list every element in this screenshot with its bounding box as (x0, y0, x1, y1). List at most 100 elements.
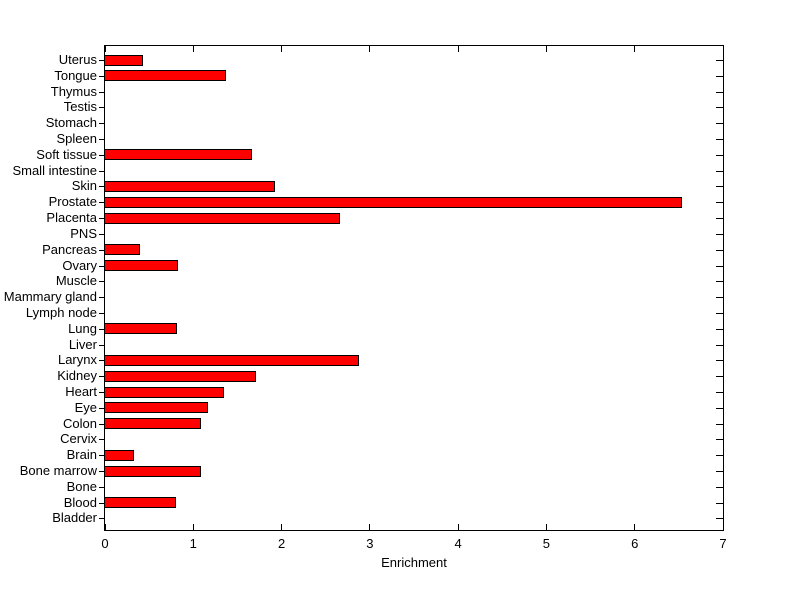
bar-heart (104, 386, 225, 398)
xtick-top-6 (634, 46, 636, 52)
ytick-label-pns: PNS (70, 225, 97, 241)
ytick-right-bladder (716, 518, 723, 520)
ytick-right-uterus (716, 60, 723, 61)
ytick-left-tongue (99, 75, 104, 77)
ytick-label-placenta: Placenta (46, 210, 97, 226)
xtick-label-0: 0 (101, 536, 109, 551)
ytick-label-skin: Skin (71, 178, 97, 194)
ytick-left-lymph-node (99, 312, 104, 314)
xtick-bottom-1 (192, 524, 194, 530)
bar-skin (104, 180, 275, 192)
xtick-label-3: 3 (366, 536, 374, 551)
ytick-right-testis (716, 107, 723, 109)
ytick-label-lymph-node: Lymph node (25, 304, 97, 320)
ytick-right-soft-tissue (716, 154, 723, 156)
ytick-left-ovary (99, 265, 104, 267)
ytick-left-bone (99, 486, 104, 488)
ytick-label-bladder: Bladder (52, 510, 97, 526)
ytick-right-small-intestine (716, 170, 723, 172)
ytick-right-bone-marrow (716, 471, 723, 473)
ytick-right-colon (716, 423, 723, 425)
ytick-left-soft-tissue (99, 154, 104, 156)
ytick-left-stomach (99, 123, 104, 125)
ytick-right-spleen (716, 139, 723, 141)
ytick-label-stomach: Stomach (45, 115, 97, 131)
xtick-bottom-4 (457, 524, 459, 530)
ytick-label-spleen: Spleen (56, 131, 97, 147)
bar-ovary (104, 260, 179, 272)
xtick-label-5: 5 (542, 536, 551, 551)
ytick-label-brain: Brain (66, 447, 97, 463)
ytick-label-cervix: Cervix (60, 431, 97, 447)
ytick-right-skin (716, 186, 723, 188)
ytick-right-pancreas (716, 249, 723, 251)
ytick-left-thymus (99, 91, 104, 93)
ytick-right-cervix (716, 439, 723, 441)
ytick-label-uterus: Uterus (58, 52, 97, 67)
ytick-left-heart (99, 392, 104, 393)
xtick-top-1 (192, 46, 194, 52)
ytick-label-ovary: Ovary (62, 257, 97, 273)
ytick-label-lung: Lung (68, 320, 97, 336)
ytick-right-pns (716, 233, 723, 235)
ytick-label-colon: Colon (63, 415, 97, 431)
ytick-left-muscle (99, 281, 104, 283)
xtick-top-5 (545, 46, 547, 52)
plot-area (99, 45, 724, 531)
ytick-right-liver (716, 344, 723, 346)
xtick-bottom-3 (369, 524, 371, 530)
ytick-left-spleen (99, 139, 104, 141)
xtick-label-2: 2 (277, 536, 286, 551)
ytick-right-ovary (716, 265, 723, 267)
ytick-left-brain (99, 455, 104, 457)
bar-soft-tissue (104, 149, 252, 161)
bar-eye (104, 402, 209, 414)
ytick-left-larynx (99, 360, 104, 362)
ytick-label-kidney: Kidney (57, 368, 97, 384)
ytick-left-pns (99, 233, 104, 235)
xtick-top-3 (369, 46, 371, 52)
ytick-left-mammary-gland (99, 297, 104, 299)
ytick-left-small-intestine (99, 170, 104, 172)
bar-larynx (104, 354, 360, 366)
ytick-label-eye: Eye (74, 399, 97, 415)
ytick-label-tongue: Tongue (54, 67, 97, 83)
xtick-top-2 (281, 46, 283, 52)
ytick-right-brain (716, 455, 723, 457)
ytick-left-prostate (99, 202, 104, 204)
ytick-left-placenta (99, 218, 104, 220)
bar-tongue (104, 70, 226, 82)
bar-blood (104, 497, 176, 509)
bar-lung (104, 323, 178, 335)
ytick-right-bone (716, 486, 723, 488)
bar-brain (104, 449, 135, 461)
ytick-label-small-intestine: Small intestine (12, 162, 97, 178)
xtick-top-0 (104, 46, 106, 52)
bar-kidney (104, 370, 256, 382)
ytick-left-liver (99, 344, 104, 346)
ytick-label-heart: Heart (65, 384, 97, 399)
ytick-right-larynx (716, 360, 723, 362)
ytick-label-mammary-gland: Mammary gland (3, 289, 97, 305)
ytick-right-kidney (716, 376, 723, 378)
xtick-bottom-6 (634, 524, 636, 530)
bar-placenta (104, 212, 340, 224)
xtick-top-7 (722, 46, 724, 52)
ytick-right-blood (716, 502, 723, 504)
ytick-left-bladder (99, 518, 104, 520)
xtick-bottom-0 (104, 524, 106, 530)
bar-prostate (104, 196, 683, 208)
ytick-label-prostate: Prostate (48, 194, 97, 210)
xtick-bottom-2 (281, 524, 283, 530)
ytick-label-pancreas: Pancreas (42, 241, 97, 257)
ytick-right-thymus (716, 91, 723, 93)
ytick-right-tongue (716, 75, 723, 77)
ytick-right-prostate (716, 202, 723, 204)
ytick-label-muscle: Muscle (55, 273, 97, 289)
ytick-label-larynx: Larynx (57, 352, 97, 368)
bar-colon (104, 418, 202, 430)
ytick-label-blood: Blood (63, 494, 97, 510)
ytick-left-bone-marrow (99, 471, 104, 473)
ytick-label-soft-tissue: Soft tissue (36, 146, 97, 162)
